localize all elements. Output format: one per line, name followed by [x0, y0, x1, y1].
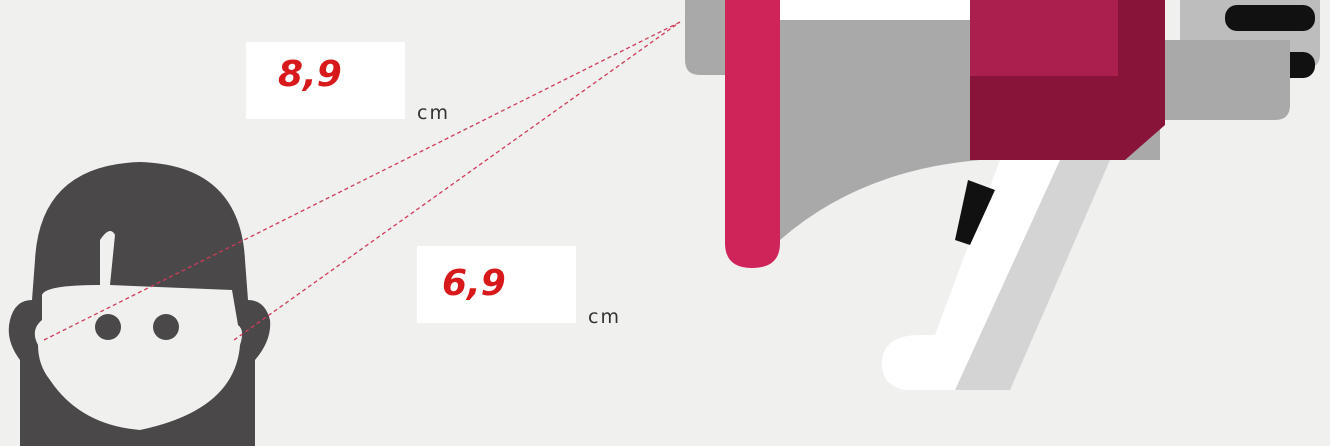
measurement-unit: cm	[588, 306, 621, 328]
megaphone-band-light	[970, 0, 1118, 76]
megaphone-slot	[1225, 5, 1315, 31]
eye	[153, 314, 179, 340]
measurement-unit: cm	[417, 102, 450, 124]
illustration: 8,9 cm 6,9 cm	[0, 0, 1330, 446]
measurement-value: 8,9	[278, 54, 342, 95]
megaphone-highlight	[780, 0, 970, 20]
page: 8,9 cm 6,9 cm (() => { const data = JSON…	[0, 0, 1330, 446]
eye	[95, 314, 121, 340]
megaphone-rim	[725, 0, 780, 268]
measurement-value: 6,9	[442, 263, 506, 304]
